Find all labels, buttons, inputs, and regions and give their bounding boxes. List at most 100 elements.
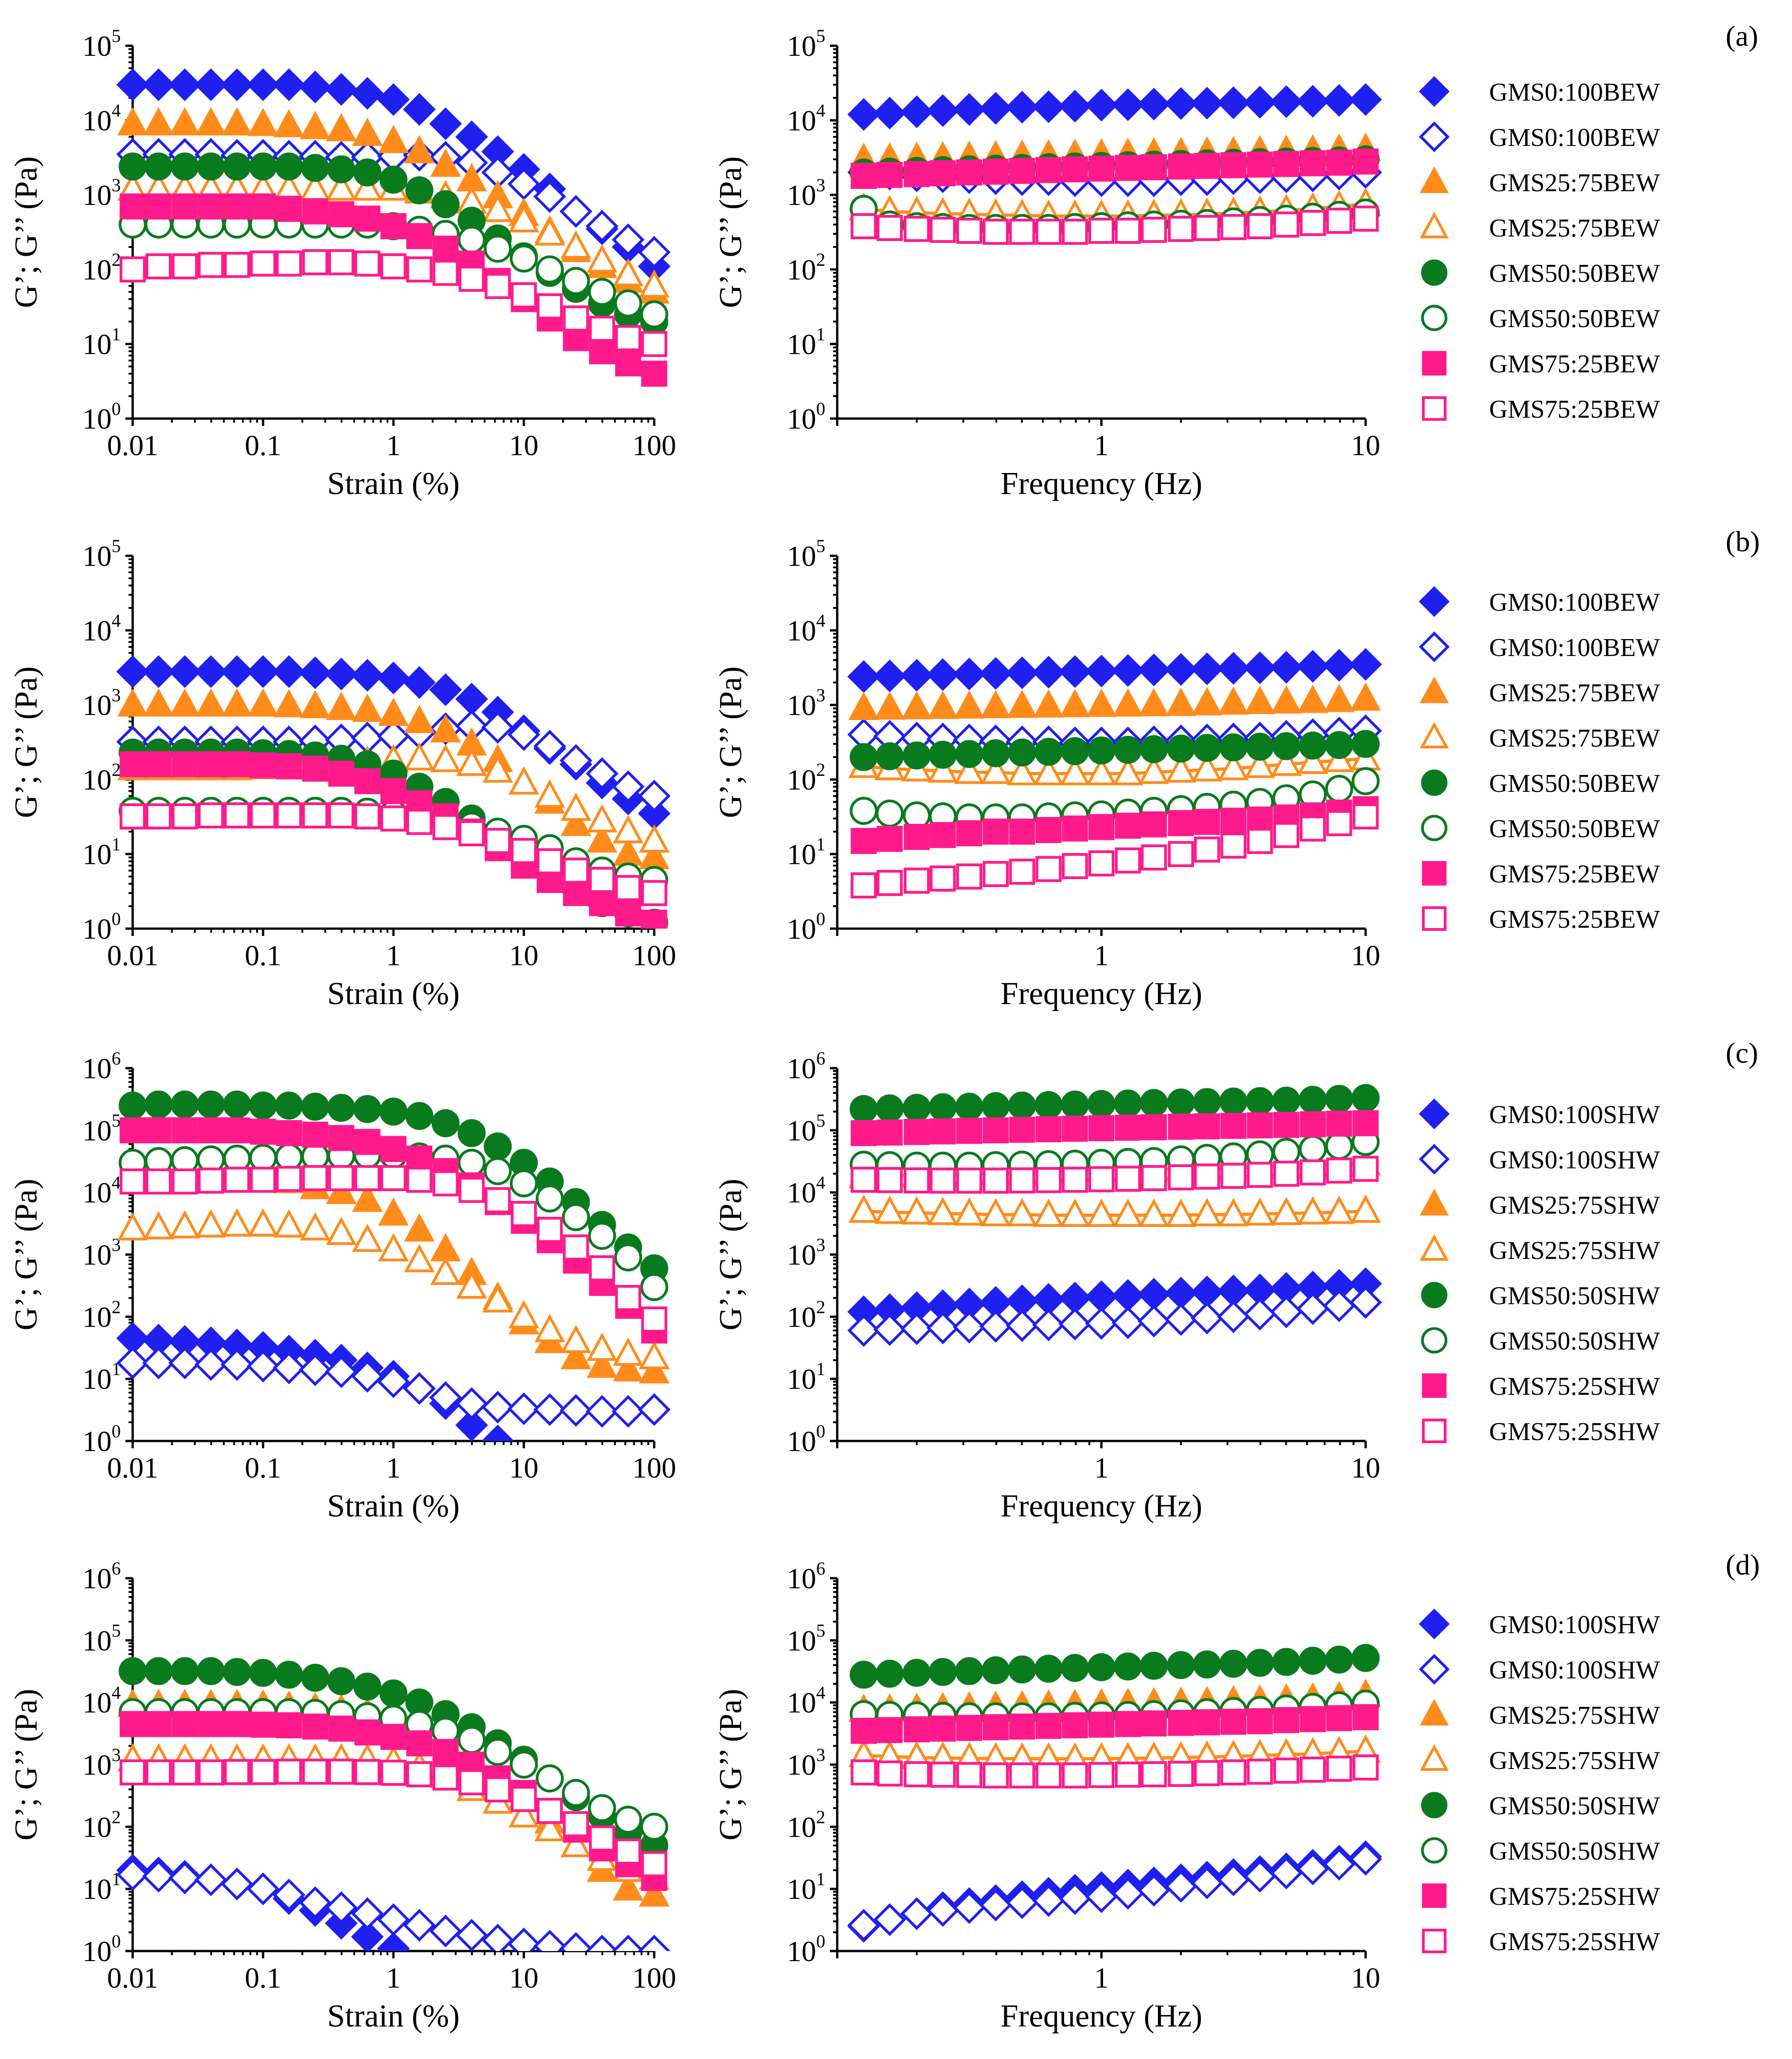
data-point: [613, 1872, 644, 1901]
data-point: [1190, 652, 1224, 685]
y-tick-base: 10: [787, 614, 816, 647]
data-point: [848, 1194, 879, 1223]
y-tick-label: 103: [787, 1745, 825, 1781]
data-point: [328, 1165, 355, 1191]
data-point: [903, 1094, 931, 1122]
series-group: [847, 1084, 1382, 1347]
data-point: [930, 1715, 956, 1742]
data-point: [302, 1758, 328, 1785]
data-point: [511, 282, 537, 309]
y-tick-exponent: 1: [816, 834, 825, 855]
data-point: [1141, 154, 1167, 181]
data-point: [1323, 649, 1356, 682]
data-point: [301, 154, 329, 182]
data-point: [221, 1208, 253, 1237]
series-gms25-75bew-loss: [848, 742, 1381, 785]
data-point: [1114, 812, 1141, 839]
data-point: [301, 1664, 329, 1692]
data-point: [956, 863, 983, 890]
data-point: [850, 1095, 878, 1123]
y-axis-label: G’; G’’ (Pa): [9, 1689, 44, 1841]
data-point: [900, 95, 933, 129]
data-point: [1297, 746, 1329, 774]
data-point: [168, 655, 201, 688]
series-gms0-100bew-storage: [116, 655, 671, 830]
data-point: [198, 1117, 224, 1144]
legend-label: GMS50:50BEW: [1489, 305, 1660, 333]
data-point: [1088, 217, 1114, 244]
legend-marker: [1421, 769, 1448, 796]
y-tick-label: 102: [82, 249, 121, 286]
data-point: [1352, 1110, 1379, 1136]
y-tick-label: 103: [82, 175, 121, 211]
data-point: [1009, 157, 1035, 184]
panel-label-a: (a): [1726, 20, 1758, 52]
data-point: [432, 236, 459, 262]
data-point: [1006, 91, 1039, 124]
data-point: [195, 107, 226, 135]
data-point: [638, 1935, 671, 1951]
data-point: [1137, 1874, 1170, 1907]
data-point: [380, 778, 407, 804]
data-point: [1272, 1086, 1301, 1115]
data-point: [1247, 1758, 1273, 1785]
y-tick-base: 10: [82, 253, 112, 286]
data-point: [1009, 818, 1035, 845]
data-point: [537, 848, 563, 875]
data-point: [904, 867, 930, 894]
data-point: [430, 148, 461, 177]
data-point: [272, 655, 306, 688]
data-point: [980, 690, 1011, 719]
data-point: [1323, 1289, 1356, 1322]
data-point: [1194, 836, 1220, 863]
data-point: [1087, 1090, 1116, 1118]
data-point: [536, 1764, 564, 1793]
data-point: [1141, 1165, 1167, 1191]
data-point: [198, 802, 224, 828]
data-point: [377, 661, 410, 694]
series-gms75-25shw-storage: [850, 1704, 1379, 1744]
data-point: [979, 1888, 1012, 1922]
series-gms25-75shw-loss: [117, 1208, 670, 1370]
data-point: [560, 230, 592, 259]
data-point: [1323, 1848, 1356, 1881]
y-tick-exponent: 0: [112, 1421, 121, 1441]
data-point: [1244, 686, 1275, 715]
data-point: [926, 1894, 959, 1927]
data-point: [1086, 688, 1117, 717]
y-tick-label: 102: [787, 1296, 825, 1333]
data-point: [223, 152, 251, 181]
data-point: [482, 194, 513, 222]
data-point: [1085, 1880, 1118, 1913]
y-tick-base: 10: [787, 403, 816, 435]
data-point: [1323, 84, 1356, 117]
data-point: [904, 161, 930, 188]
data-point: [850, 743, 878, 771]
data-point: [276, 250, 302, 277]
data-point: [1085, 88, 1118, 122]
data-point: [1352, 803, 1379, 830]
data-point: [145, 1711, 172, 1737]
legend-label: GMS0:100SHW: [1489, 1611, 1660, 1639]
data-point: [354, 205, 381, 232]
x-axis-label: Strain (%): [327, 976, 460, 1011]
y-tick-base: 10: [82, 1301, 112, 1333]
data-point: [194, 68, 227, 101]
y-tick-base: 10: [787, 1562, 816, 1595]
x-tick-label: 100: [632, 939, 676, 972]
data-point: [873, 659, 906, 693]
data-point: [1273, 1707, 1300, 1733]
y-axis-label: G’; G’’ (Pa): [713, 1179, 748, 1331]
x-tick-label: 1: [386, 429, 401, 462]
y-tick-exponent: 4: [112, 610, 121, 631]
data-point: [275, 152, 303, 181]
x-axis-label: Strain (%): [327, 1489, 460, 1524]
data-point: [169, 688, 200, 717]
data-point: [250, 752, 276, 779]
series-group: [116, 68, 671, 387]
data-point: [224, 252, 250, 278]
y-tick-exponent: 5: [112, 26, 121, 46]
data-point: [876, 742, 904, 770]
data-point: [328, 1758, 355, 1785]
legend-label: GMS50:50SHW: [1489, 1837, 1660, 1865]
